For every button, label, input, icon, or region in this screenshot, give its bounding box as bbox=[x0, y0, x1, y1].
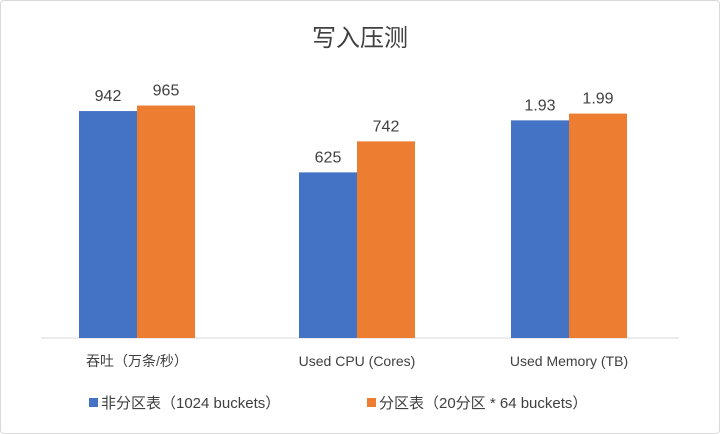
category-label-2: Used CPU (Cores) bbox=[299, 353, 416, 369]
data-label-series-b-cat-3: 1.99 bbox=[582, 91, 613, 108]
chart-title: 写入压测 bbox=[312, 25, 408, 52]
data-label-series-a-cat-3: 1.93 bbox=[524, 97, 555, 114]
bar-series-a-cat-1 bbox=[79, 111, 137, 339]
category-label-3: Used Memory (TB) bbox=[510, 353, 628, 369]
bar-series-a-cat-2 bbox=[299, 172, 357, 338]
category-label-1: 吞吐（万条/秒） bbox=[86, 353, 188, 369]
bar-series-b-cat-2 bbox=[357, 141, 415, 338]
legend-label-series-a: 非分区表（1024 buckets） bbox=[101, 395, 280, 412]
bar-series-b-cat-1 bbox=[137, 105, 195, 338]
bars-layer: 942 965 吞吐（万条/秒） 625 742 Used CPU (Cores) 1.93… bbox=[79, 83, 628, 369]
legend-swatch-series-a bbox=[89, 398, 98, 407]
data-label-series-a-cat-2: 625 bbox=[315, 149, 342, 166]
legend-label-series-b: 分区表（20分区 * 64 buckets） bbox=[379, 395, 587, 412]
data-label-series-b-cat-1: 965 bbox=[153, 83, 180, 100]
data-label-series-b-cat-2: 742 bbox=[373, 118, 400, 135]
bar-series-b-cat-3 bbox=[569, 113, 627, 339]
data-label-series-a-cat-1: 942 bbox=[95, 88, 122, 105]
legend: 非分区表（1024 buckets） 分区表（20分区 * 64 buckets） bbox=[89, 395, 587, 412]
bar-series-a-cat-3 bbox=[511, 120, 569, 339]
legend-swatch-series-b bbox=[367, 398, 376, 407]
